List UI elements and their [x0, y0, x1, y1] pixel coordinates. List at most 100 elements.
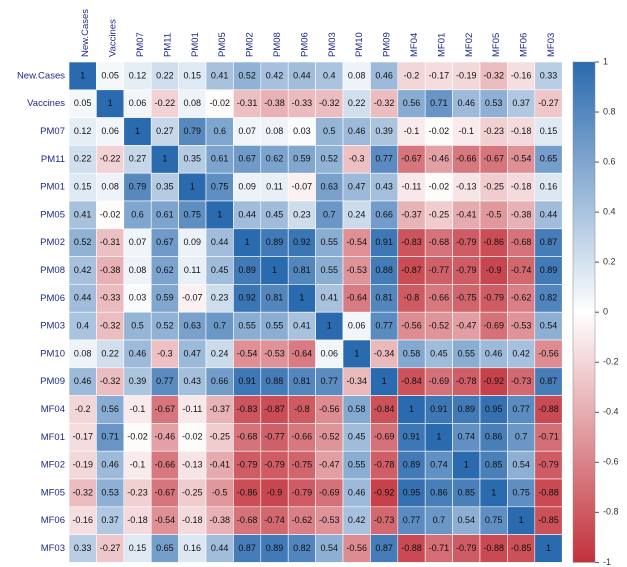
cell-value: 0.92 [293, 237, 311, 247]
cell-value: 0.06 [129, 98, 147, 108]
heatmap-cell [534, 200, 563, 230]
cell-value: 0.03 [129, 293, 147, 303]
cell-value: 0.46 [74, 376, 92, 386]
heatmap-cell [68, 395, 97, 424]
heatmap-cell [370, 117, 399, 146]
cell-value: 0.74 [430, 459, 448, 469]
cell-value: -0.18 [127, 515, 148, 525]
cell-value: -0.75 [456, 293, 477, 303]
cell-value: 0.92 [238, 293, 256, 303]
heatmap-cell [68, 423, 97, 452]
cell-value: -0.79 [538, 459, 559, 469]
cell-value: 0.95 [403, 487, 421, 497]
cell-value: 0.82 [293, 543, 311, 553]
cell-value: -0.19 [72, 459, 93, 469]
cell-value: 0.46 [348, 126, 366, 136]
heatmap-cell [287, 172, 316, 202]
cell-value: -0.5 [486, 209, 502, 219]
cell-value: 0.44 [74, 293, 92, 303]
row-label: MF02 [41, 460, 65, 471]
heatmap-cell [342, 284, 371, 313]
cell-value: -0.13 [456, 181, 477, 191]
cell-value: 0.89 [458, 404, 476, 414]
cell-value: -0.52 [429, 320, 450, 330]
heatmap-cell [342, 89, 371, 118]
cell-value: 0.08 [74, 348, 92, 358]
cell-value: -0.62 [511, 293, 532, 303]
heatmap-cell [370, 256, 399, 285]
heatmap-cell [233, 339, 262, 369]
heatmap-cell [397, 339, 426, 369]
heatmap-cell [397, 117, 426, 146]
cell-value: -0.34 [346, 376, 367, 386]
heatmap-cell [96, 256, 125, 285]
heatmap-cell [507, 534, 536, 563]
heatmap-cell [534, 534, 563, 563]
cell-value: -0.2 [75, 404, 91, 414]
heatmap-cell [370, 367, 399, 396]
cell-value: 0.47 [184, 348, 202, 358]
heatmap-cell [233, 450, 262, 480]
heatmap-cell [96, 423, 125, 452]
cell-value: 0.88 [266, 376, 284, 386]
column-label: PM05 [217, 32, 228, 57]
cell-value: 0.63 [184, 320, 202, 330]
cell-value: -0.69 [429, 376, 450, 386]
cell-value: -0.84 [401, 376, 422, 386]
heatmap-cell [534, 256, 563, 285]
heatmap-cell [96, 228, 125, 257]
heatmap-cell [507, 311, 536, 341]
cell-value: 0.42 [266, 70, 284, 80]
heatmap-cell [68, 172, 97, 202]
heatmap-cell [315, 89, 344, 118]
cell-value: 0.41 [293, 320, 311, 330]
cell-value: 1 [108, 98, 113, 108]
row-label: MF06 [41, 515, 65, 526]
cell-value: 0.71 [101, 432, 119, 442]
cell-value: 0.5 [323, 126, 336, 136]
colorbar-tick-label: 0.2 [603, 257, 616, 267]
row-label: PM03 [40, 321, 65, 332]
cell-value: -0.32 [100, 376, 121, 386]
cell-value: -0.27 [538, 98, 559, 108]
row-label: MF05 [41, 487, 65, 498]
cell-value: 0.54 [512, 459, 530, 469]
heatmap-cell [260, 478, 289, 508]
cell-value: 0.06 [101, 126, 119, 136]
heatmap-cell [68, 200, 97, 230]
cell-value: 0.46 [458, 98, 476, 108]
cell-value: 0.43 [375, 181, 393, 191]
cell-value: 0.15 [129, 543, 147, 553]
heatmap-cell [397, 284, 426, 313]
cell-value: 0.65 [540, 154, 558, 164]
cell-value: -0.33 [100, 293, 121, 303]
heatmap-cell [534, 117, 563, 146]
cell-value: -0.07 [182, 293, 203, 303]
cell-value: -0.79 [264, 459, 285, 469]
heatmap-cell [397, 172, 426, 202]
heatmap-cell [507, 506, 536, 535]
cell-value: 0.79 [129, 181, 147, 191]
cell-value: 0.55 [238, 320, 256, 330]
heatmap-cell [178, 172, 207, 202]
cell-value: -0.02 [100, 209, 121, 219]
heatmap-cell [479, 172, 508, 202]
heatmap-cell [205, 117, 234, 146]
cell-value: -0.38 [511, 209, 532, 219]
heatmap-cell [233, 172, 262, 202]
cell-value: 0.66 [375, 209, 393, 219]
heatmap-cell [96, 395, 125, 424]
cell-value: 1 [217, 209, 222, 219]
heatmap-cell [260, 256, 289, 285]
cell-value: 0.44 [238, 209, 256, 219]
cell-value: 0.55 [266, 320, 284, 330]
cell-value: -0.18 [511, 181, 532, 191]
cell-value: -0.53 [264, 348, 285, 358]
heatmap-cell [397, 256, 426, 285]
column-label: MF05 [491, 33, 502, 57]
cell-value: -0.67 [155, 487, 176, 497]
cell-value: 0.91 [403, 432, 421, 442]
heatmap-cell [150, 367, 179, 396]
heatmap-cell [452, 423, 481, 452]
heatmap-cell [96, 61, 125, 91]
